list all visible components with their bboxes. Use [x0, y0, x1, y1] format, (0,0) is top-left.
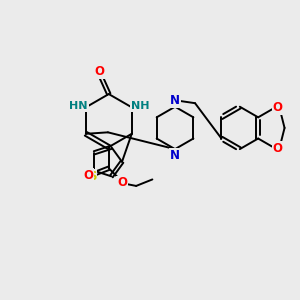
Text: O: O	[94, 64, 104, 78]
Text: NH: NH	[131, 101, 149, 111]
Text: S: S	[88, 169, 96, 183]
Text: O: O	[272, 101, 283, 114]
Text: O: O	[117, 176, 127, 190]
Text: N: N	[170, 149, 180, 162]
Text: HN: HN	[69, 101, 88, 111]
Text: O: O	[272, 142, 283, 154]
Text: O: O	[83, 169, 93, 182]
Text: N: N	[170, 94, 180, 107]
